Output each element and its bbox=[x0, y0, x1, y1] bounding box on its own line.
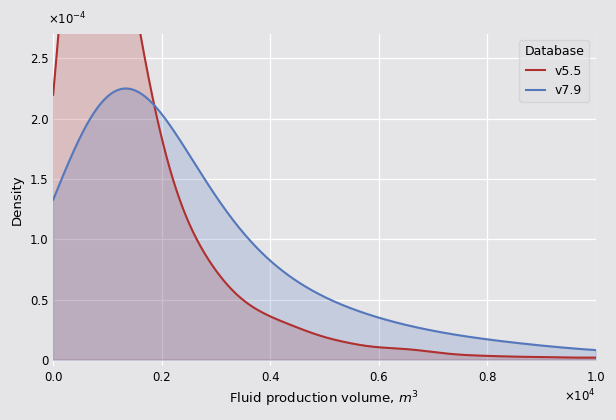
Text: $\times10^4$: $\times10^4$ bbox=[564, 387, 596, 404]
v5.5 bbox=[582, 355, 589, 360]
v7.9 bbox=[111, 89, 119, 94]
Y-axis label: Density: Density bbox=[11, 175, 24, 226]
v5.5 bbox=[144, 69, 151, 74]
v7.9 bbox=[592, 348, 599, 353]
Line: v7.9: v7.9 bbox=[53, 89, 596, 350]
v5.5 bbox=[257, 310, 265, 315]
v7.9 bbox=[49, 197, 57, 202]
v5.5 bbox=[49, 92, 57, 97]
v7.9 bbox=[257, 250, 265, 255]
v7.9 bbox=[582, 347, 589, 352]
Line: v5.5: v5.5 bbox=[53, 0, 596, 358]
v7.9 bbox=[122, 86, 129, 91]
v7.9 bbox=[523, 341, 530, 346]
v7.9 bbox=[281, 270, 288, 275]
X-axis label: Fluid production volume, $m^3$: Fluid production volume, $m^3$ bbox=[230, 389, 419, 409]
Legend: v5.5, v7.9: v5.5, v7.9 bbox=[519, 40, 590, 102]
v5.5 bbox=[281, 320, 288, 325]
v5.5 bbox=[523, 354, 530, 360]
v5.5 bbox=[592, 355, 599, 360]
Text: $\times10^{-4}$: $\times10^{-4}$ bbox=[47, 11, 86, 28]
v7.9 bbox=[144, 96, 151, 101]
